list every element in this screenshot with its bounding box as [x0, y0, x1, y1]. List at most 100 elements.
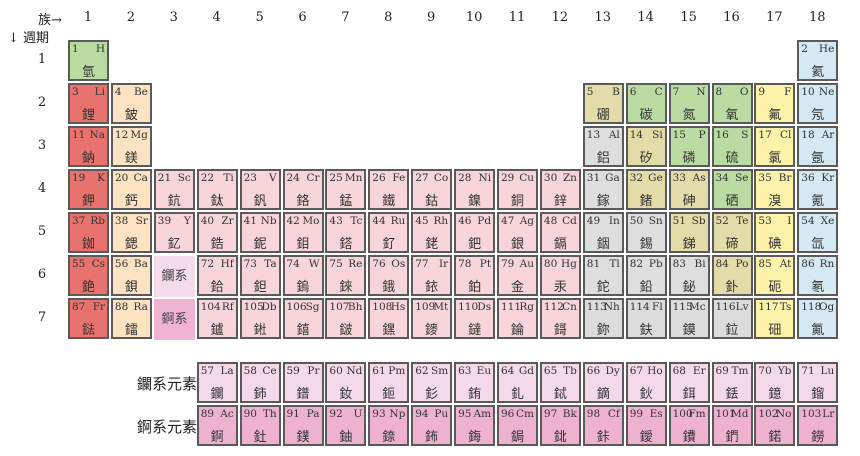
element-bk[interactable]: 97 Bk 鉳: [539, 405, 581, 446]
element-fl[interactable]: 114 Fl 鈇: [625, 298, 667, 339]
element-pd[interactable]: 46 Pd 鈀: [454, 212, 496, 253]
element-cf[interactable]: 98 Cf 鉲: [582, 405, 624, 446]
element-nb[interactable]: 41 Nb 鈮: [239, 212, 281, 253]
element-db[interactable]: 105 Db 𨧀: [239, 298, 281, 339]
element-sg[interactable]: 106 Sg 𨭎: [282, 298, 324, 339]
element-ts[interactable]: 117 Ts 鿬: [754, 298, 796, 339]
element-ta[interactable]: 73 Ta 鉭: [239, 255, 281, 296]
element-cs[interactable]: 55 Cs 銫: [68, 255, 109, 296]
element-la[interactable]: 57 La 鑭: [196, 362, 238, 403]
element-kr[interactable]: 36 Kr 氪: [797, 169, 839, 210]
element-ti[interactable]: 22 Ti 鈦: [196, 169, 238, 210]
element-rb[interactable]: 37 Rb 銣: [68, 212, 109, 253]
element-sc[interactable]: 21 Sc 鈧: [153, 169, 195, 210]
element-si[interactable]: 14 Si 矽: [625, 126, 667, 167]
element-no[interactable]: 102 No 鍩: [754, 405, 796, 446]
element-be[interactable]: 4 Be 鈹: [110, 83, 152, 124]
element-bh[interactable]: 107 Bh 𨨏: [325, 298, 367, 339]
element-cr[interactable]: 24 Cr 鉻: [282, 169, 324, 210]
element-ni[interactable]: 28 Ni 鎳: [454, 169, 496, 210]
element-br[interactable]: 35 Br 溴: [754, 169, 796, 210]
element-mt[interactable]: 109 Mt 䥑: [411, 298, 453, 339]
element-er[interactable]: 68 Er 鉺: [668, 362, 710, 403]
element-fm[interactable]: 100 Fm 鐨: [668, 405, 710, 446]
element-ag[interactable]: 47 Ag 銀: [497, 212, 538, 253]
element-co[interactable]: 27 Co 鈷: [411, 169, 453, 210]
element-rn[interactable]: 86 Rn 氡: [797, 255, 839, 296]
element-s[interactable]: 16 S 硫: [711, 126, 753, 167]
element-u[interactable]: 92 U 鈾: [325, 405, 367, 446]
element-po[interactable]: 84 Po 釙: [711, 255, 753, 296]
element-ir[interactable]: 77 Ir 銥: [411, 255, 453, 296]
element-te[interactable]: 52 Te 碲: [711, 212, 753, 253]
element-sm[interactable]: 62 Sm 釤: [411, 362, 453, 403]
element-mo[interactable]: 42 Mo 鉬: [282, 212, 324, 253]
element-re[interactable]: 75 Re 錸: [325, 255, 367, 296]
element-i[interactable]: 53 I 碘: [754, 212, 796, 253]
element-p[interactable]: 15 P 磷: [668, 126, 710, 167]
element-pr[interactable]: 59 Pr 鐠: [282, 362, 324, 403]
element-at[interactable]: 85 At 砈: [754, 255, 796, 296]
element-tc[interactable]: 43 Tc 鎝: [325, 212, 367, 253]
element-cn[interactable]: 112 Cn 鎶: [539, 298, 581, 339]
element-hg[interactable]: 80 Hg 汞: [539, 255, 581, 296]
element-zr[interactable]: 40 Zr 鋯: [196, 212, 238, 253]
element-sr[interactable]: 38 Sr 鍶: [110, 212, 152, 253]
element-sn[interactable]: 50 Sn 錫: [625, 212, 667, 253]
element-og[interactable]: 118 Og 鿫: [797, 298, 839, 339]
element-ho[interactable]: 67 Ho 鈥: [625, 362, 667, 403]
element-as[interactable]: 33 As 砷: [668, 169, 710, 210]
element-y[interactable]: 39 Y 釔: [153, 212, 195, 253]
element-ar[interactable]: 18 Ar 氬: [797, 126, 839, 167]
element-np[interactable]: 93 Np 錼: [368, 405, 410, 446]
element-mn[interactable]: 25 Mn 錳: [325, 169, 367, 210]
element-os[interactable]: 76 Os 鋨: [368, 255, 410, 296]
element-fe[interactable]: 26 Fe 鐵: [368, 169, 410, 210]
element-cd[interactable]: 48 Cd 鎘: [539, 212, 581, 253]
element-dy[interactable]: 66 Dy 鏑: [582, 362, 624, 403]
element-w[interactable]: 74 W 鎢: [282, 255, 324, 296]
element-ds[interactable]: 110 Ds 鐽: [454, 298, 496, 339]
element-cu[interactable]: 29 Cu 銅: [497, 169, 538, 210]
element-md[interactable]: 101 Md 鍆: [711, 405, 753, 446]
element-rh[interactable]: 45 Rh 銠: [411, 212, 453, 253]
element-fr[interactable]: 87 Fr 鍅: [68, 298, 109, 339]
element-bi[interactable]: 83 Bi 鉍: [668, 255, 710, 296]
element-am[interactable]: 95 Am 鋂: [454, 405, 496, 446]
element-lv[interactable]: 116 Lv 鉝: [711, 298, 753, 339]
element-th[interactable]: 90 Th 釷: [239, 405, 281, 446]
element-se[interactable]: 34 Se 硒: [711, 169, 753, 210]
element-lr[interactable]: 103 Lr 鐒: [797, 405, 839, 446]
element-nh[interactable]: 113 Nh 鉨: [582, 298, 624, 339]
element-al[interactable]: 13 Al 鋁: [582, 126, 624, 167]
element-pt[interactable]: 78 Pt 鉑: [454, 255, 496, 296]
element-ga[interactable]: 31 Ga 鎵: [582, 169, 624, 210]
element-ra[interactable]: 88 Ra 鐳: [110, 298, 152, 339]
element-xe[interactable]: 54 Xe 氙: [797, 212, 839, 253]
element-ce[interactable]: 58 Ce 鈰: [239, 362, 281, 403]
element-ne[interactable]: 10 Ne 氖: [797, 83, 839, 124]
element-pa[interactable]: 91 Pa 鏷: [282, 405, 324, 446]
element-gd[interactable]: 64 Gd 釓: [497, 362, 538, 403]
element-tb[interactable]: 65 Tb 鋱: [539, 362, 581, 403]
element-pm[interactable]: 61 Pm 鉕: [368, 362, 410, 403]
element-ge[interactable]: 32 Ge 鍺: [625, 169, 667, 210]
element-pb[interactable]: 82 Pb 鉛: [625, 255, 667, 296]
element-ca[interactable]: 20 Ca 鈣: [110, 169, 152, 210]
element-k[interactable]: 19 K 鉀: [68, 169, 109, 210]
element-pu[interactable]: 94 Pu 鈽: [411, 405, 453, 446]
element-zn[interactable]: 30 Zn 鋅: [539, 169, 581, 210]
element-in[interactable]: 49 In 銦: [582, 212, 624, 253]
element-ru[interactable]: 44 Ru 釕: [368, 212, 410, 253]
element-li[interactable]: 3 Li 鋰: [68, 83, 109, 124]
element-ba[interactable]: 56 Ba 鋇: [110, 255, 152, 296]
element-v[interactable]: 23 V 釩: [239, 169, 281, 210]
element-es[interactable]: 99 Es 鑀: [625, 405, 667, 446]
element-mg[interactable]: 12 Mg 鎂: [110, 126, 152, 167]
element-tl[interactable]: 81 Tl 鉈: [582, 255, 624, 296]
